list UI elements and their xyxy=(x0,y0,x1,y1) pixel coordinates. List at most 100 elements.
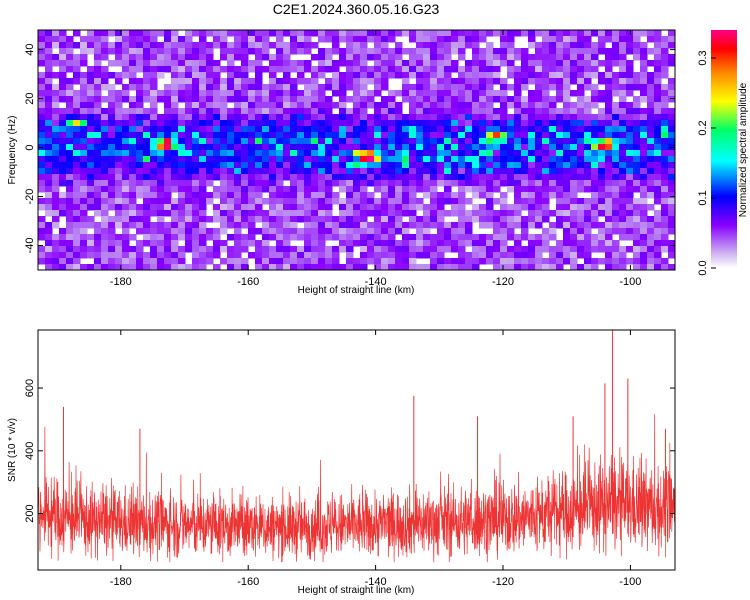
heatmap-cell xyxy=(241,120,249,127)
heatmap-cell xyxy=(234,144,242,151)
heatmap-cell xyxy=(367,114,375,121)
heatmap-cell xyxy=(73,252,81,259)
heatmap-cell xyxy=(220,222,228,229)
heatmap-cell xyxy=(241,126,249,133)
heatmap-cell xyxy=(185,246,193,253)
heatmap-cell xyxy=(276,96,284,103)
heatmap-cell xyxy=(535,174,543,181)
heatmap-cell xyxy=(199,114,207,121)
heatmap-cell xyxy=(416,84,424,91)
heatmap-cell xyxy=(584,162,592,169)
heatmap-cell xyxy=(290,234,298,241)
heatmap-cell xyxy=(346,78,354,85)
heatmap-cell xyxy=(451,210,459,217)
heatmap-cell xyxy=(318,30,326,37)
heatmap-cell xyxy=(115,246,123,253)
heatmap-cell xyxy=(465,258,473,265)
heatmap-cell xyxy=(276,222,284,229)
heatmap-cell xyxy=(556,48,564,55)
heatmap-cell xyxy=(234,48,242,55)
heatmap-cell xyxy=(654,210,662,217)
heatmap-cell xyxy=(38,234,46,241)
heatmap-cell xyxy=(66,258,74,265)
heatmap-cell xyxy=(388,228,396,235)
heatmap-cell xyxy=(115,132,123,139)
heatmap-cell xyxy=(402,48,410,55)
heatmap-cell xyxy=(283,240,291,247)
heatmap-cell xyxy=(157,252,165,259)
heatmap-cell xyxy=(318,150,326,157)
heatmap-cell xyxy=(598,210,606,217)
heatmap-cell xyxy=(185,90,193,97)
heatmap-cell xyxy=(528,96,536,103)
heatmap-cell xyxy=(234,186,242,193)
heatmap-cell xyxy=(45,102,53,109)
heatmap-cell xyxy=(486,192,494,199)
heatmap-cell xyxy=(185,192,193,199)
heatmap-cell xyxy=(290,258,298,265)
heatmap-cell xyxy=(80,96,88,103)
heatmap-cell xyxy=(409,150,417,157)
heatmap-cell xyxy=(444,48,452,55)
heatmap-cell xyxy=(633,114,641,121)
heatmap-cell xyxy=(640,186,648,193)
heatmap-cell xyxy=(465,126,473,133)
heatmap-cell xyxy=(381,78,389,85)
heatmap-cell xyxy=(514,186,522,193)
heatmap-cell xyxy=(367,144,375,151)
heatmap-cell xyxy=(129,174,137,181)
heatmap-cell xyxy=(437,264,445,270)
heatmap-cell xyxy=(374,120,382,127)
heatmap-cell xyxy=(493,180,501,187)
heatmap-cell xyxy=(626,234,634,241)
heatmap-cell xyxy=(542,174,550,181)
heatmap-cell xyxy=(136,240,144,247)
heatmap-cell xyxy=(283,144,291,151)
heatmap-cell xyxy=(115,30,123,37)
heatmap-cell xyxy=(108,108,116,115)
heatmap-cell xyxy=(647,78,655,85)
heatmap-cell xyxy=(598,132,606,139)
heatmap-cell xyxy=(409,246,417,253)
heatmap-cell xyxy=(640,90,648,97)
heatmap-cell xyxy=(654,240,662,247)
heatmap-cell xyxy=(465,168,473,175)
heatmap-cell xyxy=(206,216,214,223)
heatmap-cell xyxy=(115,48,123,55)
heatmap-cell xyxy=(94,210,102,217)
heatmap-cell xyxy=(612,54,620,61)
heatmap-cell xyxy=(500,228,508,235)
heatmap-cell xyxy=(276,228,284,235)
heatmap-cell xyxy=(157,222,165,229)
heatmap-cell xyxy=(388,66,396,73)
heatmap-cell xyxy=(304,186,312,193)
heatmap-cell xyxy=(493,216,501,223)
heatmap-cell xyxy=(318,156,326,163)
heatmap-cell xyxy=(150,234,158,241)
heatmap-cell xyxy=(612,84,620,91)
heatmap-cell xyxy=(493,72,501,79)
heatmap-cell xyxy=(94,36,102,43)
heatmap-cell xyxy=(276,174,284,181)
heatmap-cell xyxy=(584,126,592,133)
heatmap-cell xyxy=(612,246,620,253)
heatmap-cell xyxy=(654,60,662,67)
heatmap-cell xyxy=(346,198,354,205)
heatmap-cell xyxy=(535,252,543,259)
heatmap-cell xyxy=(500,84,508,91)
heatmap-cell xyxy=(409,174,417,181)
heatmap-cell xyxy=(654,174,662,181)
heatmap-cell xyxy=(500,210,508,217)
heatmap-cell xyxy=(227,30,235,37)
heatmap-cell xyxy=(647,222,655,229)
heatmap-cell xyxy=(325,180,333,187)
heatmap-cell xyxy=(465,216,473,223)
heatmap-cell xyxy=(59,42,67,49)
heatmap-cell xyxy=(423,120,431,127)
heatmap-cell xyxy=(640,138,648,145)
heatmap-cell xyxy=(647,120,655,127)
heatmap-cell xyxy=(80,132,88,139)
heatmap-cell xyxy=(465,108,473,115)
heatmap-cell xyxy=(290,210,298,217)
heatmap-cell xyxy=(234,42,242,49)
